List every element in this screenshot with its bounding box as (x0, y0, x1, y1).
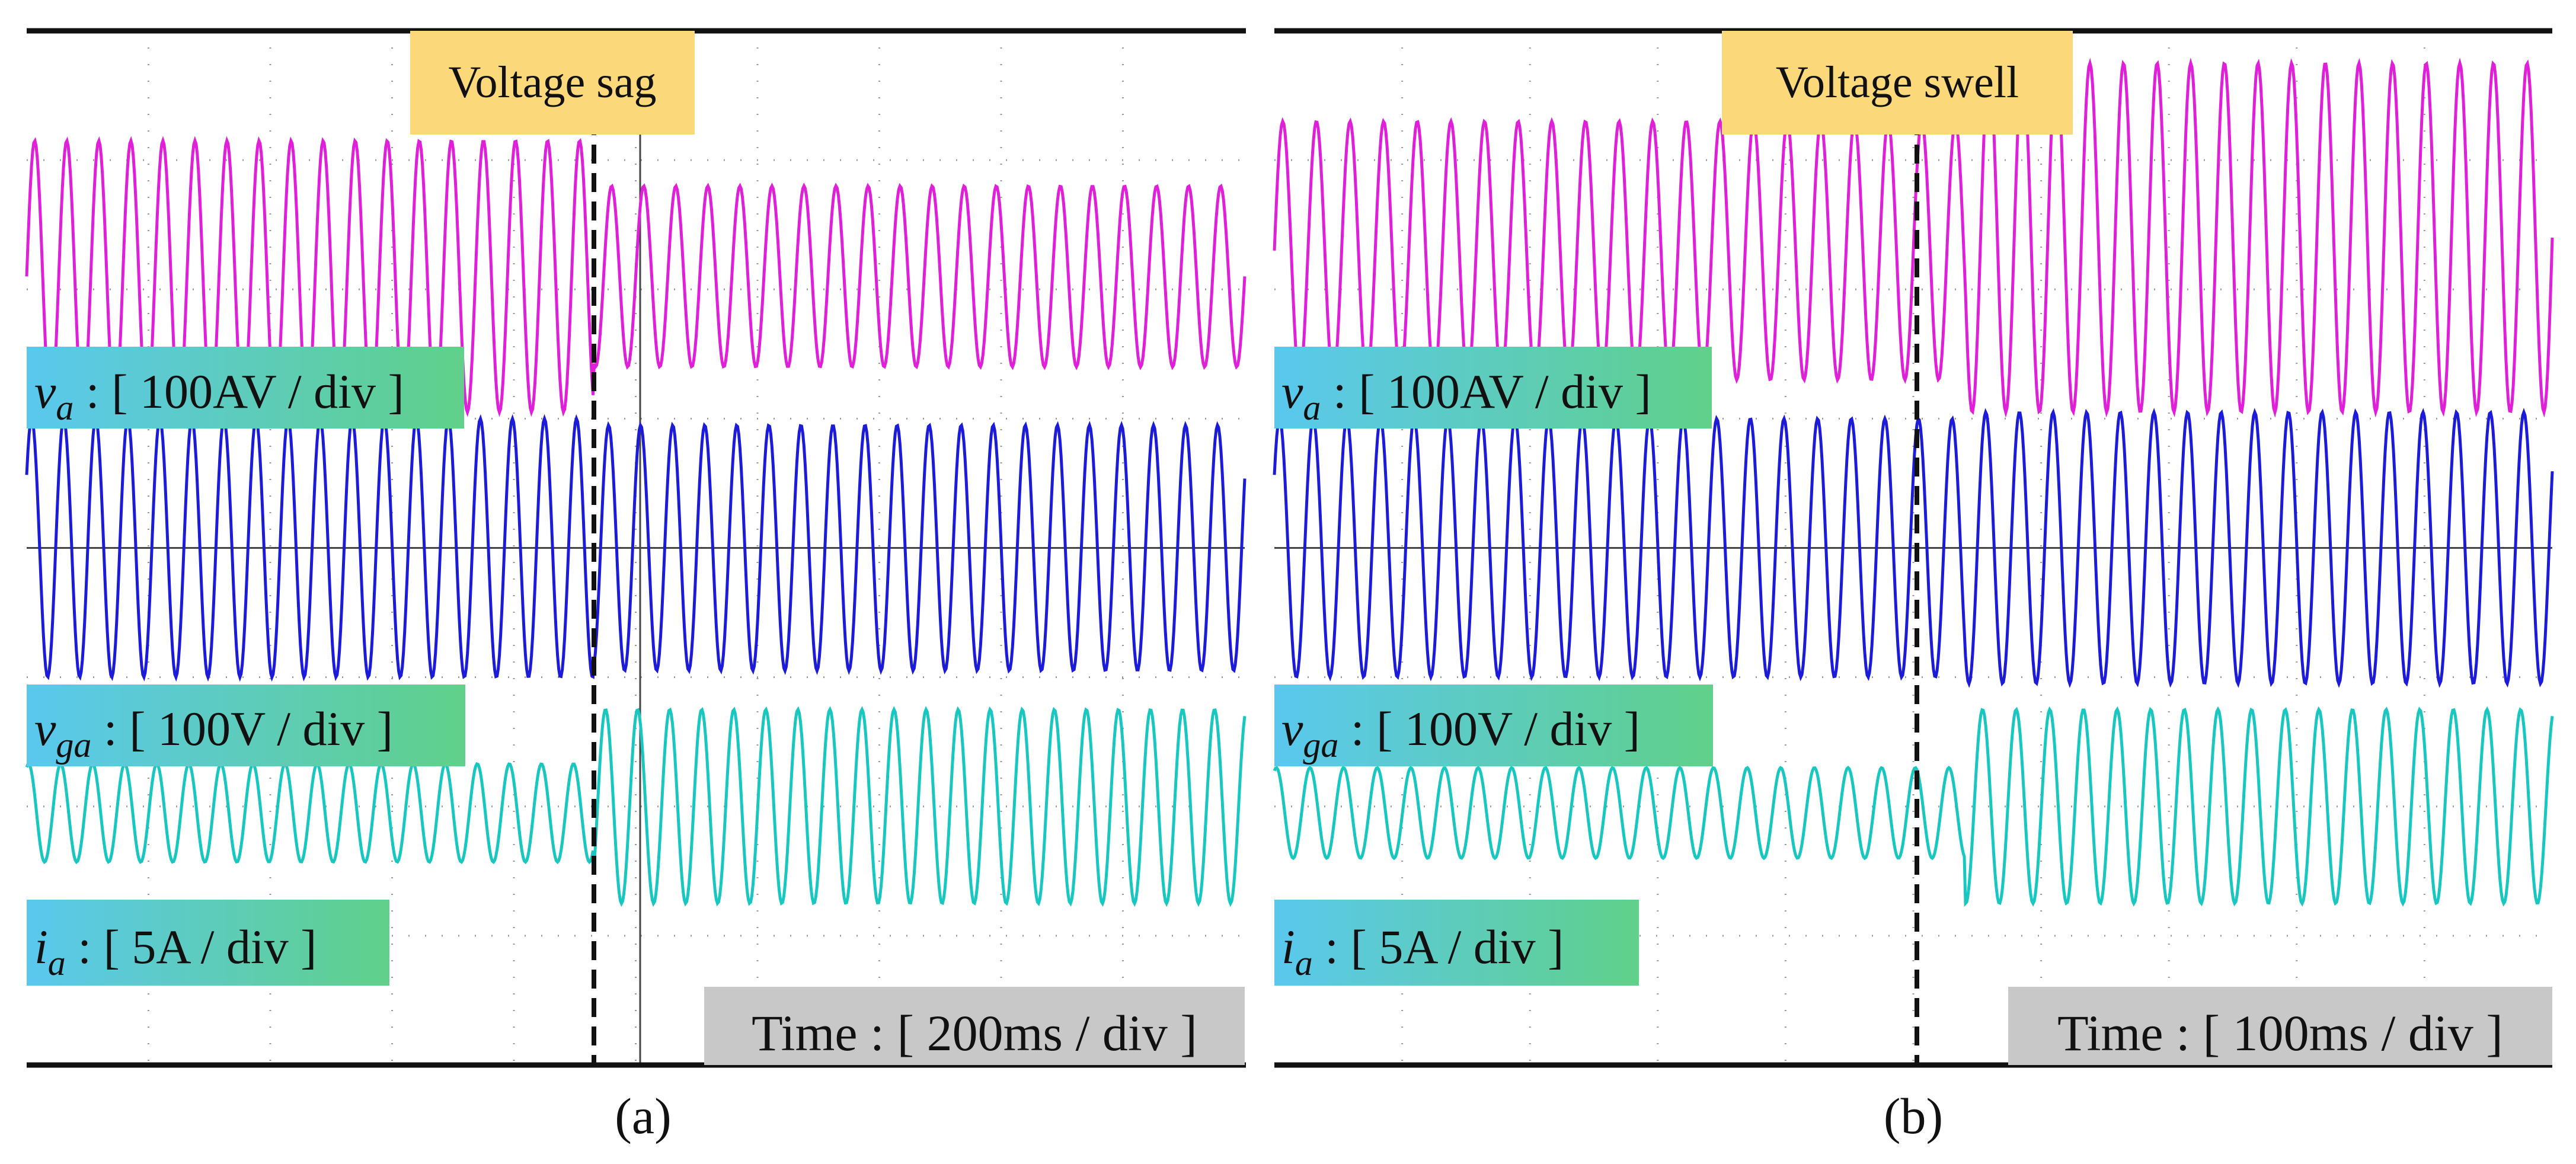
waveform-ia (1273, 706, 2554, 907)
waveform-ia (25, 706, 1247, 907)
label-box-vga-b (1274, 685, 1713, 766)
event-box-a (410, 31, 695, 135)
series-label-ia-a: ia : [ 5A / div ] (34, 920, 317, 983)
event-box-b (1722, 31, 2073, 135)
waveforms-a (25, 136, 1247, 907)
label-box-vga-a (27, 685, 465, 766)
waveform-vga (25, 414, 1247, 682)
series-label-vga-a: vga : [ 100V / div ] (34, 702, 393, 765)
waveform-va (1273, 57, 2554, 418)
panel-b: Voltage swell va : [ 100AV / div ] vga :… (1273, 28, 2554, 1144)
waveform-vga (1273, 408, 2554, 688)
label-box-ia-a (27, 900, 389, 986)
panel-caption-a: (a) (615, 1088, 671, 1144)
label-box-va-a (27, 347, 464, 428)
panel-caption-b: (b) (1884, 1088, 1943, 1144)
time-scale-label-a: Time : [ 200ms / div ] (752, 1005, 1197, 1061)
time-scale-box-b (2008, 987, 2552, 1065)
series-label-ia-b: ia : [ 5A / div ] (1281, 920, 1564, 983)
label-box-ia-b (1274, 900, 1639, 986)
label-box-va-b (1274, 347, 1712, 428)
waveforms-b (1273, 57, 2554, 907)
waveform-va (25, 136, 1247, 417)
series-label-va-a: va : [ 100AV / div ] (34, 364, 404, 427)
time-scale-label-b: Time : [ 100ms / div ] (2057, 1005, 2503, 1061)
event-label-a: Voltage sag (448, 57, 656, 107)
event-label-b: Voltage swell (1776, 57, 2019, 107)
panel-a: Voltage sag va : [ 100AV / div ] vga : [… (25, 28, 1247, 1144)
scope-grid-b (1274, 31, 2552, 1065)
series-label-va-b: va : [ 100AV / div ] (1281, 364, 1651, 427)
series-label-vga-b: vga : [ 100V / div ] (1281, 702, 1640, 765)
time-scale-box-a (704, 987, 1245, 1065)
